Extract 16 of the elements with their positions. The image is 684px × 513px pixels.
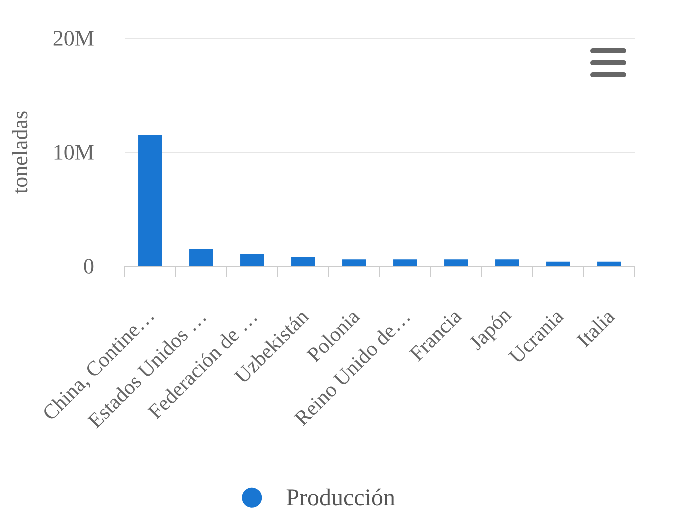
x-tick-label: Italia: [576, 313, 616, 348]
bar: [546, 262, 570, 266]
y-tick-label: 0: [84, 259, 94, 274]
legend-label: Producción: [286, 488, 396, 506]
bar: [444, 260, 468, 266]
bar: [598, 262, 622, 266]
bar: [496, 260, 520, 266]
y-tick-label: 10M: [54, 145, 94, 160]
bar: [240, 254, 264, 266]
y-tick-label: 20M: [54, 31, 94, 46]
bar: [190, 249, 214, 266]
bar: [342, 260, 366, 266]
bar: [394, 260, 418, 266]
y-axis-title: toneladas: [12, 112, 28, 194]
bar: [292, 257, 316, 266]
bar: [138, 135, 162, 266]
